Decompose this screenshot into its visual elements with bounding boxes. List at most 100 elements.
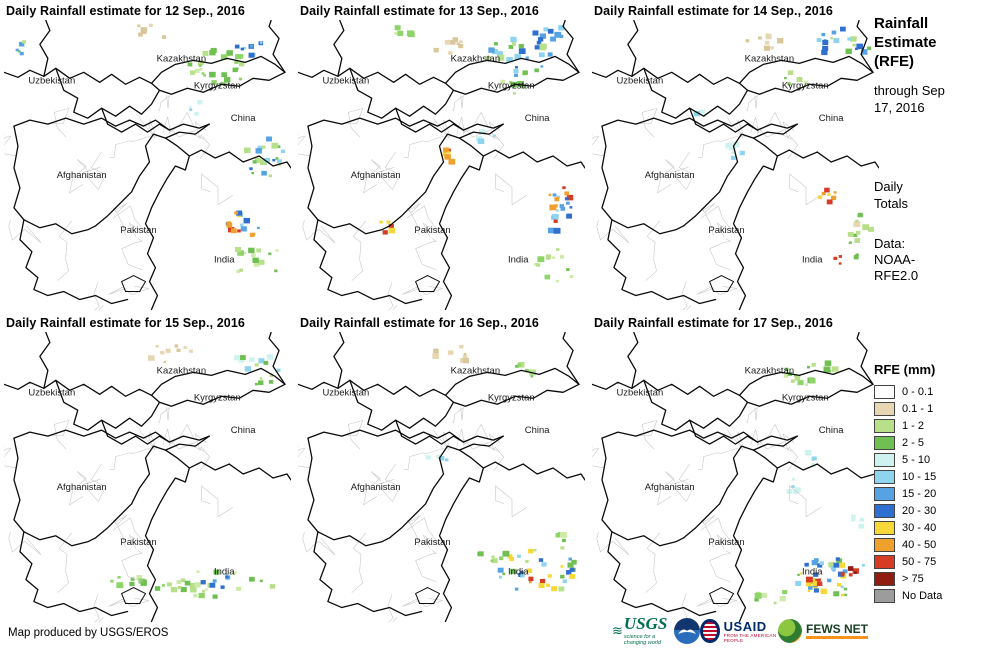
rain-cell	[147, 355, 155, 361]
country-label: Uzbekistan	[322, 387, 369, 398]
legend-swatch	[874, 504, 895, 518]
country-label: China	[819, 425, 844, 436]
rain-cell	[821, 32, 826, 37]
admin-boundary	[696, 286, 737, 295]
country-labels: Kazakhstan Uzbekistan Kyrgyzstan China Afgha…	[28, 53, 256, 265]
admin-boundary	[302, 220, 336, 244]
country-borders	[4, 20, 291, 310]
rain-cell	[176, 579, 182, 585]
admin-boundary	[402, 286, 443, 295]
admin-boundary	[121, 238, 144, 271]
rain-cell	[407, 31, 415, 38]
rain-cell	[550, 36, 557, 42]
admin-boundary	[726, 429, 745, 451]
country-label: India	[508, 567, 529, 578]
admin-boundary	[201, 485, 234, 518]
rain-cell	[763, 45, 771, 51]
rain-cell	[851, 514, 856, 519]
usgs-wave-icon: ≋	[612, 623, 623, 638]
rain-cell	[828, 562, 834, 567]
rain-cell	[252, 257, 259, 263]
admin-boundary	[645, 532, 660, 593]
rain-cell	[852, 43, 856, 47]
rain-cell	[559, 204, 564, 208]
rain-cell	[859, 517, 865, 522]
rain-cell	[234, 44, 240, 49]
rain-cell	[494, 42, 498, 46]
rain-cell	[811, 362, 816, 367]
admin-boundary	[697, 447, 739, 471]
rain-cell	[525, 560, 529, 564]
rain-cell	[197, 99, 203, 105]
rain-cell	[189, 349, 193, 353]
rain-cell	[230, 228, 237, 234]
rain-cell	[249, 576, 255, 582]
country-label: China	[231, 425, 256, 436]
rain-cell	[791, 485, 795, 489]
rain-cell	[815, 578, 821, 583]
rain-cell	[497, 54, 505, 61]
admin-lines	[4, 95, 234, 310]
rain-cell	[268, 252, 272, 256]
rain-cell	[777, 38, 784, 44]
rain-cell	[833, 191, 837, 194]
legend-entry: 20 - 30	[874, 504, 978, 518]
rain-cell	[517, 554, 521, 558]
country-label: China	[525, 113, 550, 124]
noaa-logo	[674, 618, 701, 644]
rain-cell	[522, 70, 528, 75]
rain-cell	[240, 226, 247, 232]
admin-boundary	[4, 134, 16, 157]
rain-cell	[510, 36, 517, 43]
rain-cell	[447, 151, 451, 154]
rain-cell	[220, 585, 225, 589]
rain-cell	[518, 48, 526, 54]
fewsnet-logo-text: FEWS NET	[806, 622, 868, 636]
rain-cell	[824, 187, 830, 193]
rain-cell	[730, 155, 736, 160]
rain-cell	[196, 570, 200, 573]
admin-boundary	[298, 446, 310, 469]
admin-boundary	[376, 463, 401, 503]
rain-cell	[856, 43, 863, 50]
rain-cell	[566, 213, 573, 219]
rain-cell	[807, 589, 811, 593]
rainfall-map: Kazakhstan Uzbekistan Kyrgyzstan China Afgha…	[592, 332, 879, 622]
rain-cell	[838, 562, 846, 568]
rain-cell	[170, 587, 177, 593]
sidebar-data-source: Data: NOAA-RFE2.0	[874, 236, 919, 283]
legend-entry: > 75	[874, 572, 978, 586]
usaid-tagline: FROM THE AMERICAN PEOPLE	[723, 632, 777, 643]
rain-cell	[526, 568, 533, 573]
country-label: Afghanistan	[645, 482, 695, 493]
rain-cell	[562, 186, 566, 190]
country-label: Uzbekistan	[616, 75, 663, 86]
map-panel-15-sep: Daily Rainfall estimate for 15 Sep., 201…	[4, 316, 291, 622]
rain-cell	[541, 562, 547, 567]
rain-cell	[545, 254, 552, 259]
country-label: India	[508, 255, 529, 266]
map-panels-grid: Daily Rainfall estimate for 12 Sep., 201…	[4, 4, 879, 622]
rain-cell	[804, 562, 809, 567]
legend-swatch	[874, 521, 895, 535]
admin-boundary	[635, 419, 658, 450]
rain-cell	[388, 227, 396, 234]
country-label: China	[819, 113, 844, 124]
rain-cell	[432, 353, 439, 359]
rain-cell	[388, 224, 394, 229]
rain-cell	[448, 350, 454, 355]
admin-boundary	[47, 107, 70, 138]
rain-cell	[552, 256, 556, 259]
rain-cell	[394, 32, 398, 35]
rain-cell	[258, 259, 265, 265]
rain-cell	[547, 28, 554, 34]
admin-boundary	[782, 121, 799, 159]
admin-boundary	[670, 151, 695, 191]
legend-swatch	[874, 385, 895, 399]
admin-boundary	[596, 532, 630, 556]
rain-cell	[560, 574, 565, 579]
legend-entry: 2 - 5	[874, 436, 978, 450]
rain-cell	[259, 41, 263, 44]
rain-cell	[699, 109, 705, 115]
admin-lines	[4, 407, 234, 622]
